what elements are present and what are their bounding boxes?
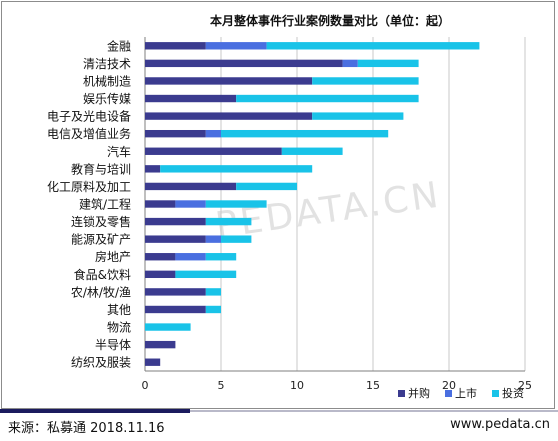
bar-segment: [357, 59, 419, 68]
bar-segment: [205, 235, 221, 243]
footer-url: www.pedata.cn: [450, 417, 550, 432]
bar-segment: [281, 147, 343, 155]
bar-segment: [145, 42, 206, 50]
x-tick-label: 10: [290, 379, 304, 392]
bar-segment: [205, 200, 267, 208]
category-label: 汽车: [107, 144, 131, 159]
category-label: 化工原料及加工: [47, 180, 131, 194]
category-label: 连锁及零售: [71, 214, 131, 229]
legend-swatch: [398, 390, 405, 397]
category-label: 纺织及服装: [71, 356, 131, 370]
category-label: 机械制造: [83, 73, 131, 88]
bar-segment: [175, 253, 206, 261]
category-label: 房地产: [95, 249, 131, 264]
bar-segment: [145, 305, 206, 314]
bar-segment: [175, 200, 206, 208]
legend-swatch: [492, 390, 499, 397]
bar-segment: [221, 235, 252, 243]
bar-segment: [205, 288, 221, 296]
category-label: 电子及光电设备: [47, 110, 131, 124]
legend-label: 上市: [455, 386, 477, 400]
bar-segment: [145, 147, 282, 155]
bar-segment: [205, 42, 267, 50]
bar-segment: [205, 217, 252, 226]
x-tick-label: 5: [218, 379, 225, 392]
bar-segment: [145, 165, 161, 173]
bar-segment: [312, 77, 419, 85]
chart-frame: [1, 1, 555, 409]
x-tick-label: 25: [518, 379, 532, 392]
bar-segment: [145, 323, 191, 331]
bar-segment: [145, 340, 176, 349]
category-label: 建筑/工程: [79, 197, 131, 212]
footer-source: 来源：私募通 2018.11.16: [8, 421, 165, 436]
bar-segment: [145, 129, 206, 138]
chart-svg: PEDATA.CN 本月整体事件行业案例数量对比（单位：起） 0 5 10 15 20 2…: [47, 13, 532, 400]
category-label: 金融: [107, 38, 131, 53]
bar-segment: [145, 94, 237, 103]
bar-segment: [175, 270, 237, 279]
bar-segment: [145, 59, 343, 68]
bar-segment: [266, 42, 480, 50]
bar-segment: [145, 217, 206, 226]
bar-segment: [145, 253, 176, 261]
category-label: 电信及增值业务: [47, 126, 131, 141]
bar-segment: [221, 129, 389, 138]
legend-label: 并购: [408, 386, 430, 400]
bar-segment: [160, 165, 313, 173]
category-label: 清洁技术: [83, 57, 131, 71]
legend-label: 投资: [502, 386, 524, 400]
category-label: 半导体: [95, 338, 131, 352]
bar-segment: [205, 253, 237, 261]
bar-segment: [205, 305, 221, 314]
category-label: 物流: [107, 321, 131, 335]
bar-segment: [145, 235, 206, 243]
category-label: 教育与培训: [71, 161, 131, 176]
legend-swatch: [445, 390, 452, 397]
bar-segment: [236, 182, 297, 191]
footer-divider: [190, 410, 558, 412]
bar-segment: [145, 77, 313, 85]
bar-segment: [236, 94, 419, 103]
category-label: 能源及矿产: [71, 233, 131, 247]
bar-segment: [145, 358, 161, 366]
x-tick-label: 15: [366, 379, 380, 392]
x-tick-label: 0: [142, 379, 149, 392]
bar-segment: [145, 112, 313, 120]
category-label: 娱乐传媒: [83, 91, 131, 106]
bar-segment: [312, 112, 404, 120]
bar-segment: [145, 288, 206, 296]
bar-segment: [145, 182, 237, 191]
footer-accent-bar: [0, 409, 190, 413]
category-label: 农/林/牧/渔: [71, 285, 131, 299]
category-label: 其他: [107, 303, 131, 317]
bar-segment: [205, 129, 221, 138]
bar-segment: [145, 200, 176, 208]
bar-segment: [145, 270, 176, 279]
chart-title: 本月整体事件行业案例数量对比（单位：起）: [210, 13, 450, 28]
bar-segment: [342, 59, 358, 68]
category-label: 食品&饮料: [74, 267, 131, 282]
x-tick-label: 20: [442, 379, 456, 392]
